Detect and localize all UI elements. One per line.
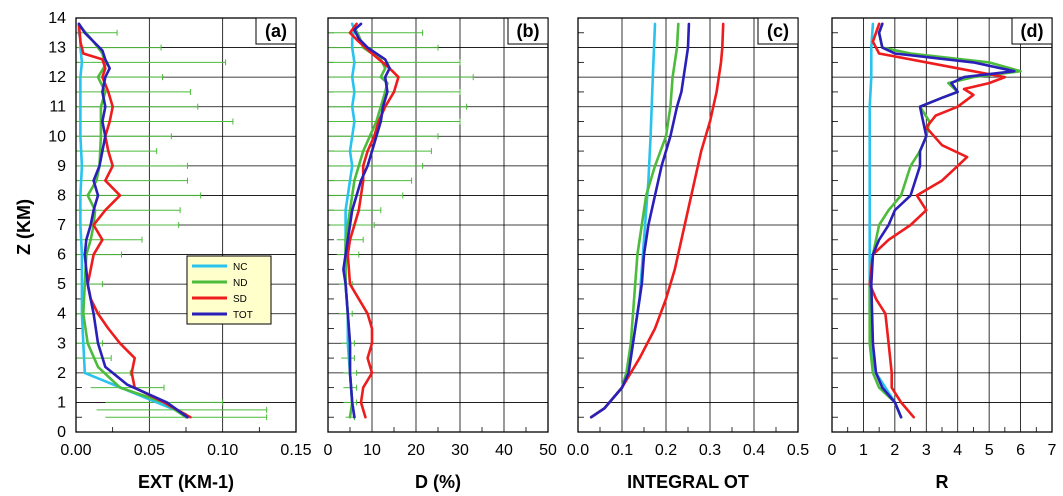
x-tick-label: 0.05	[134, 442, 165, 459]
y-tick-label: 10	[48, 128, 66, 145]
gridlines	[831, 17, 1053, 433]
legend-label-sd: SD	[233, 294, 247, 305]
y-tick-label: 0	[57, 424, 66, 441]
x-axis-label: INTEGRAL OT	[627, 472, 749, 492]
x-axis-label: R	[936, 472, 949, 492]
x-tick-label: 0.5	[787, 442, 809, 459]
series-line-sd	[589, 22, 725, 419]
series-line-sd	[346, 22, 400, 419]
panel-tag-box	[757, 17, 799, 45]
x-tick-label: 3	[922, 442, 931, 459]
series-line-tot	[77, 22, 189, 419]
gridlines	[577, 17, 799, 433]
x-tick-label: 0.2	[655, 442, 677, 459]
panel-a: (a) 0.00 0.05 0.10 0.15 EXT (KM-1) NC ND SD TOT	[60, 17, 312, 492]
series-line-tot	[342, 22, 391, 419]
panel-tag-label: (d)	[1021, 21, 1044, 41]
panel-tag-label: (a)	[265, 21, 287, 41]
plot-frame	[327, 17, 549, 433]
y-axis-label: Z (KM)	[14, 199, 34, 255]
x-tick-label: 20	[407, 442, 425, 459]
x-tick-label: 1	[859, 442, 868, 459]
y-tick-label: 9	[57, 158, 66, 175]
x-tick-label: 0	[828, 442, 837, 459]
x-axis-label: EXT (KM-1)	[138, 472, 234, 492]
y-tick-label: 12	[48, 69, 66, 86]
panel-tag: (d)	[1011, 17, 1053, 45]
panel-tag-box	[1011, 17, 1053, 45]
x-tick-label: 2	[890, 442, 899, 459]
legend: NC ND SD TOT	[186, 255, 272, 325]
x-tick-label: 50	[539, 442, 557, 459]
series-line-tot	[589, 22, 691, 419]
legend-label-tot: TOT	[233, 310, 253, 321]
x-tick-label: 0.0	[567, 442, 589, 459]
legend-label-nd: ND	[233, 278, 247, 289]
x-tick-label: 0	[324, 442, 333, 459]
x-tick-label: 6	[1016, 442, 1025, 459]
series-line-nd	[868, 22, 1022, 419]
x-tick-label: 0.15	[280, 442, 311, 459]
y-tick-label: 2	[57, 365, 66, 382]
panel-d: (d) 0 1 2 3 4 5 6 7 R	[828, 17, 1057, 492]
y-tick-label: 1	[57, 394, 66, 411]
x-tick-label: 4	[953, 442, 962, 459]
x-axis-label: D (%)	[415, 472, 461, 492]
plot-frame	[831, 17, 1053, 433]
x-tick-label: 0.00	[60, 442, 91, 459]
series-line-tot	[869, 22, 1016, 419]
y-tick-label: 13	[48, 40, 66, 57]
series-line-nc	[589, 22, 657, 419]
series-line-nd	[589, 22, 680, 419]
plot-frame	[577, 17, 799, 433]
y-tick-label: 8	[57, 187, 66, 204]
y-tick-label: 14	[48, 10, 66, 27]
x-tick-label: 7	[1048, 442, 1057, 459]
x-tick-label: 0.4	[743, 442, 765, 459]
panel-tag-box	[507, 17, 549, 45]
legend-label-nc: NC	[233, 262, 247, 273]
panel-c: (c) 0.0 0.1 0.2 0.3 0.4 0.5 INTEGRAL OT	[567, 17, 809, 492]
x-tick-label: 0.1	[611, 442, 633, 459]
plot-frame	[75, 17, 297, 433]
panel-tag: (c)	[757, 17, 799, 45]
y-tick-label: 5	[57, 276, 66, 293]
y-tick-label: 6	[57, 247, 66, 264]
x-tick-label: 5	[985, 442, 994, 459]
series-line-sd	[77, 22, 192, 419]
panel-b: (b) 0 10 20 30 40 50 D (%)	[324, 17, 557, 492]
x-tick-label: 30	[451, 442, 469, 459]
y-tick-label: 4	[57, 306, 66, 323]
panel-tag: (a)	[255, 17, 297, 45]
y-tick-label: 3	[57, 335, 66, 352]
y-tick-label: 7	[57, 217, 66, 234]
x-tick-label: 10	[363, 442, 381, 459]
x-tick-label: 0.3	[699, 442, 721, 459]
series-line-nd	[77, 22, 188, 419]
panel-tag-label: (b)	[517, 21, 540, 41]
panel-tag-label: (c)	[767, 21, 789, 41]
panel-tag-box	[255, 17, 297, 45]
x-tick-label: 0.10	[207, 442, 238, 459]
y-tick-label: 11	[49, 99, 66, 116]
x-tick-label: 40	[495, 442, 513, 459]
panel-tag: (b)	[507, 17, 549, 45]
